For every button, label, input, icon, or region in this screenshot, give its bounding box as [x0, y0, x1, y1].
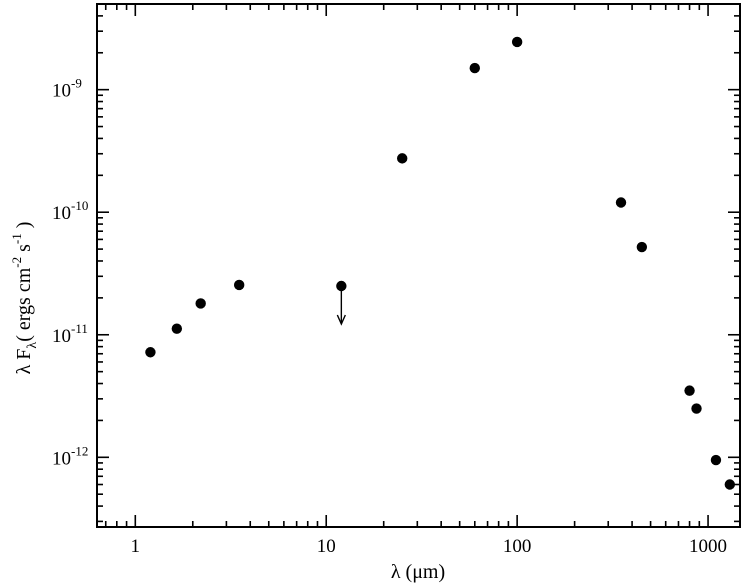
x-tick-label: 1000 — [689, 536, 727, 557]
data-point — [195, 298, 206, 309]
upper-limit-arrow-head — [336, 314, 346, 326]
data-points — [145, 36, 736, 490]
data-point — [684, 385, 695, 396]
data-point — [171, 323, 183, 334]
data-point — [511, 36, 523, 48]
x-tick-label: 10 — [317, 536, 336, 557]
y-axis-title-mid: s — [13, 244, 35, 257]
y-tick-label: 10-11 — [52, 321, 88, 347]
x-axis-title: λ (μm) — [391, 561, 445, 583]
y-axis-title-close: ) — [13, 222, 35, 234]
y-tick-label: 10-12 — [52, 443, 88, 469]
y-axis-title-exp1: -2 — [9, 257, 24, 268]
data-point — [724, 479, 736, 490]
data-point — [636, 241, 648, 253]
y-axis-title-exp2: -1 — [9, 233, 24, 244]
x-tick-label: 100 — [503, 536, 532, 557]
data-point — [615, 197, 627, 208]
y-tick-label: 10-10 — [52, 198, 88, 224]
tick-group: 1 10 100 1000 10-12 10-11 10-10 10-9 — [52, 3, 740, 557]
y-axis-title-units: ( ergs cm — [13, 267, 35, 341]
data-point — [145, 347, 156, 358]
y-axis-title-main: λ F — [13, 349, 35, 375]
y-axis-title-sub: λ — [25, 342, 40, 349]
data-point — [710, 454, 722, 466]
data-point — [691, 403, 702, 414]
y-tick-label: 10-9 — [52, 76, 82, 102]
x-tick-label: 1 — [131, 536, 141, 557]
data-point — [469, 62, 480, 74]
data-point — [233, 279, 245, 291]
data-point — [396, 153, 408, 164]
y-axis-title: λ Fλ( ergs cm-2 s-1 ) — [9, 222, 40, 375]
plot-frame — [96, 3, 741, 528]
